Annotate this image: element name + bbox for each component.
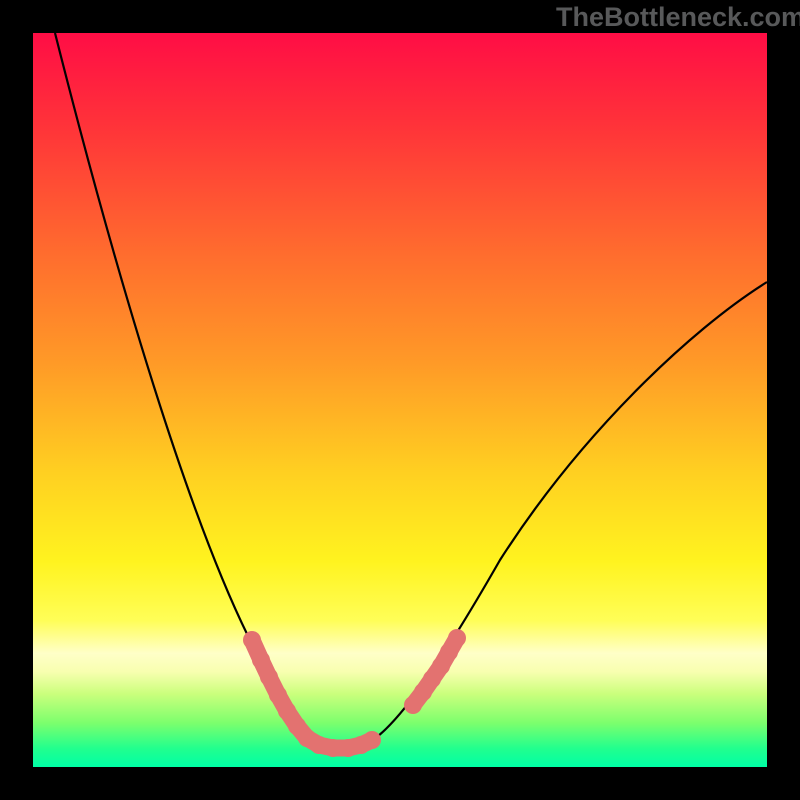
marker-bead (363, 731, 381, 749)
marker-bead (278, 702, 296, 720)
plot-background (33, 33, 767, 767)
marker-bead (269, 686, 287, 704)
marker-bead (243, 631, 261, 649)
watermark-text: TheBottleneck.com (556, 2, 800, 33)
marker-bead (448, 629, 466, 647)
marker-bead (260, 668, 278, 686)
chart-svg (0, 0, 800, 800)
marker-bead (252, 651, 270, 669)
